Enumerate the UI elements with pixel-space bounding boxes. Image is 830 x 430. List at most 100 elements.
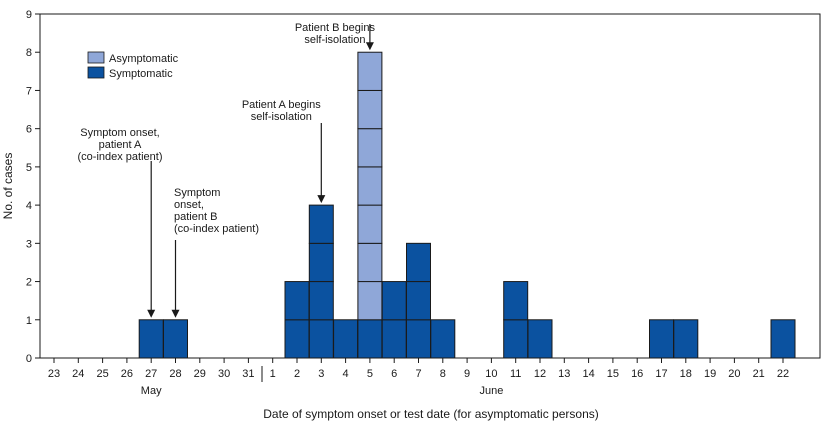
annotation-arrow-head: [317, 195, 326, 204]
x-tick-label: 13: [558, 368, 570, 380]
bar-asymptomatic-5-3: [357, 242, 383, 283]
annotation-line: Patient B begins: [295, 22, 376, 34]
bar-symptomatic-2-2: [284, 281, 310, 321]
x-tick-label: 27: [145, 368, 157, 380]
bars-group: [138, 51, 796, 359]
month-label: June: [479, 385, 503, 397]
y-tick-label: 2: [26, 277, 32, 289]
bar-asymptomatic-5-6: [357, 128, 383, 168]
y-tick-label: 0: [26, 353, 32, 365]
x-axis-ticks: 23 24 25 26 27 28 29 30 31 1 2 3 4 5 6 7 8 9 10 11 12 13 14 15 1…: [48, 358, 789, 397]
annotation-line: (co-index patient): [174, 223, 259, 235]
y-tick-label: 1: [26, 315, 32, 327]
x-tick-label: 11: [510, 368, 521, 380]
legend: Asymptomatic Symptomatic: [87, 51, 179, 80]
bar-symptomatic-4-1: [333, 319, 359, 359]
bar-symptomatic-7-1: [406, 319, 431, 359]
annotation-line: Symptom: [174, 187, 220, 199]
x-tick-label: 30: [218, 368, 230, 380]
x-tick-label: 10: [485, 368, 497, 380]
annotation-text-27: Symptom onset, patient A (co-index patient…: [78, 127, 163, 163]
y-tick-label: 9: [26, 9, 32, 21]
bar-symptomatic-6-2: [381, 281, 407, 321]
x-tick-label: 20: [728, 368, 740, 380]
x-tick-label: 4: [343, 368, 349, 380]
y-axis-ticks: 0 1 2 3 4 5 6 7 8 9: [26, 9, 40, 365]
legend-swatch-asymptomatic: [87, 51, 105, 64]
annotation-line: (co-index patient): [78, 151, 163, 163]
annotation-arrow-head: [365, 42, 374, 51]
bar-symptomatic-8-1: [430, 319, 456, 359]
y-tick-label: 6: [26, 124, 32, 136]
x-tick-label: 21: [753, 368, 765, 380]
annotation-line: self-isolation: [251, 111, 312, 123]
annotations-group: Symptom onset, patient A (co-index patient…: [78, 22, 376, 318]
bar-asymptomatic-5-4: [357, 204, 383, 244]
x-tick-label: 7: [415, 368, 421, 380]
x-tick-label: 8: [440, 368, 446, 380]
y-tick-label: 3: [26, 238, 32, 250]
x-tick-label: 2: [294, 368, 300, 380]
bar-asymptomatic-5-8: [357, 51, 383, 91]
annotation-line: self-isolation: [304, 34, 365, 46]
annotation-line: patient B: [174, 211, 217, 223]
x-tick-label: 29: [194, 368, 206, 380]
annotation-line: onset,: [174, 199, 204, 211]
x-tick-label: 1: [270, 368, 276, 380]
y-tick-label: 4: [26, 200, 32, 212]
x-tick-label: 23: [48, 368, 60, 380]
bar-symptomatic-12-1: [527, 319, 553, 359]
y-axis-title: No. of cases: [1, 153, 15, 220]
bar-symptomatic-11-2: [503, 281, 529, 321]
x-tick-label: 22: [777, 368, 789, 380]
legend-label-asymptomatic: Asymptomatic: [109, 53, 179, 65]
x-tick-label: 17: [655, 368, 667, 380]
annotation-line: Symptom onset,: [80, 127, 159, 139]
bar-symptomatic-22-1: [770, 319, 796, 359]
bar-symptomatic-7-2: [406, 281, 431, 321]
x-tick-label: 28: [169, 368, 181, 380]
bar-symptomatic-3-4: [308, 204, 334, 244]
month-label: May: [141, 385, 162, 397]
x-tick-label: 5: [367, 368, 373, 380]
bar-symptomatic-3-1: [308, 319, 334, 359]
bar-symptomatic-17-1: [649, 319, 674, 359]
x-tick-label: 31: [242, 368, 254, 380]
x-tick-label: 6: [391, 368, 397, 380]
annotation-line: patient A: [99, 139, 142, 151]
x-tick-label: 26: [121, 368, 133, 380]
x-tick-label: 9: [464, 368, 470, 380]
bar-symptomatic-3-2: [308, 281, 334, 321]
bar-symptomatic-27-1: [138, 319, 164, 359]
annotation-arrow-head: [147, 309, 156, 318]
bar-symptomatic-2-1: [284, 319, 310, 359]
bar-symptomatic-28-1: [163, 319, 188, 359]
annotation-arrow-head: [171, 309, 180, 318]
x-tick-label: 14: [582, 368, 594, 380]
bar-symptomatic-6-1: [381, 319, 407, 359]
bar-asymptomatic-5-7: [357, 89, 383, 130]
x-tick-label: 3: [318, 368, 324, 380]
bar-asymptomatic-5-5: [357, 166, 383, 206]
x-tick-label: 18: [680, 368, 692, 380]
x-tick-label: 15: [607, 368, 619, 380]
bar-symptomatic-11-1: [503, 319, 529, 359]
x-tick-label: 24: [72, 368, 84, 380]
x-tick-label: 12: [534, 368, 546, 380]
y-tick-label: 5: [26, 162, 32, 174]
y-tick-label: 8: [26, 47, 32, 59]
bar-symptomatic-7-3: [406, 242, 431, 283]
bar-asymptomatic-5-2: [357, 281, 383, 321]
bar-symptomatic-5-1: [357, 319, 383, 359]
annotation-text-5: Patient B begins self-isolation: [295, 22, 376, 46]
y-tick-label: 7: [26, 85, 32, 97]
bar-symptomatic-18-1: [673, 319, 699, 359]
annotation-text-28: Symptom onset, patient B (co-index patient): [174, 187, 259, 235]
x-axis-title: Date of symptom onset or test date (for …: [263, 407, 598, 421]
x-tick-label: 25: [96, 368, 108, 380]
x-tick-label: 19: [704, 368, 716, 380]
x-tick-label: 16: [631, 368, 643, 380]
annotation-text-3: Patient A begins self-isolation: [242, 99, 321, 123]
legend-label-symptomatic: Symptomatic: [109, 68, 173, 80]
